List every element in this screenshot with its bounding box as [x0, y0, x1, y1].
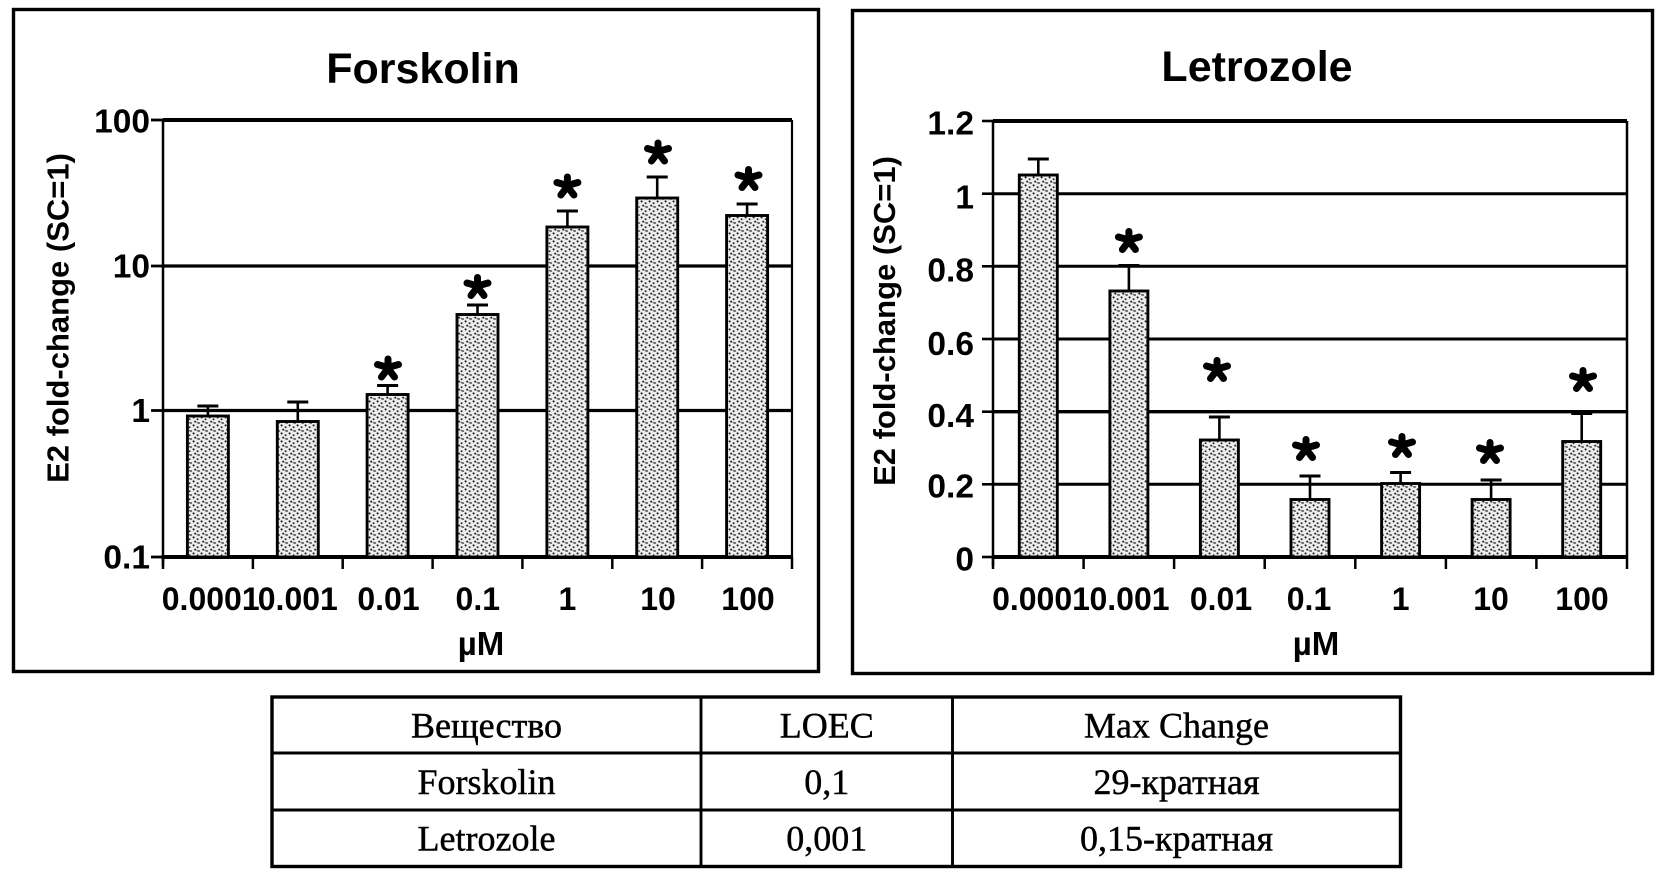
svg-text:0.4: 0.4 — [927, 398, 974, 435]
svg-text:10: 10 — [113, 249, 150, 286]
svg-text:0.1: 0.1 — [103, 540, 150, 577]
svg-text:100: 100 — [94, 104, 150, 141]
svg-text:100: 100 — [721, 581, 774, 617]
svg-text:Max Change: Max Change — [1084, 705, 1269, 745]
svg-text:0.001: 0.001 — [1089, 581, 1169, 617]
svg-text:E2 fold-change (SC=1): E2 fold-change (SC=1) — [867, 156, 902, 486]
svg-text:0.2: 0.2 — [927, 469, 974, 506]
svg-text:1: 1 — [1392, 581, 1410, 617]
svg-text:Вещество: Вещество — [411, 705, 562, 745]
svg-text:1: 1 — [559, 581, 577, 617]
svg-text:µM: µM — [458, 625, 505, 662]
svg-text:0.01: 0.01 — [357, 581, 419, 617]
svg-text:0.1: 0.1 — [1287, 581, 1331, 617]
svg-text:1: 1 — [131, 393, 150, 430]
svg-text:Letrozole: Letrozole — [1161, 43, 1352, 91]
svg-text:µM: µM — [1293, 625, 1340, 662]
svg-text:LOEC: LOEC — [780, 705, 874, 745]
svg-text:10: 10 — [640, 581, 676, 617]
svg-text:0,1: 0,1 — [804, 762, 849, 802]
svg-text:1: 1 — [955, 180, 974, 217]
svg-text:0,15-кратная: 0,15-кратная — [1080, 819, 1273, 859]
svg-text:0.6: 0.6 — [927, 326, 974, 363]
svg-text:29-кратная: 29-кратная — [1093, 762, 1259, 802]
svg-text:100: 100 — [1555, 581, 1608, 617]
svg-text:Letrozole: Letrozole — [418, 819, 556, 859]
svg-text:0: 0 — [955, 542, 974, 579]
svg-text:0,001: 0,001 — [786, 819, 867, 859]
svg-text:E2 fold-change (SC=1): E2 fold-change (SC=1) — [41, 153, 76, 483]
svg-text:Forskolin: Forskolin — [326, 45, 520, 93]
svg-text:10: 10 — [1473, 581, 1509, 617]
svg-text:Forskolin: Forskolin — [417, 762, 555, 802]
svg-text:0.0001: 0.0001 — [992, 581, 1090, 617]
svg-text:0.0001: 0.0001 — [162, 581, 260, 617]
svg-text:1.2: 1.2 — [927, 106, 974, 143]
svg-text:0.8: 0.8 — [927, 253, 974, 290]
svg-text:0.01: 0.01 — [1190, 581, 1252, 617]
svg-text:0.001: 0.001 — [258, 581, 338, 617]
svg-text:0.1: 0.1 — [456, 581, 500, 617]
